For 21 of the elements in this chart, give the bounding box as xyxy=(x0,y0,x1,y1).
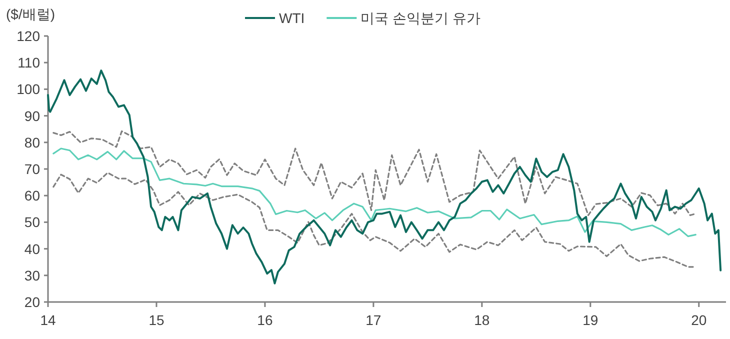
y-tick-label: 120 xyxy=(16,28,40,44)
y-tick-label: 110 xyxy=(18,54,40,71)
x-tick-label: 18 xyxy=(474,312,490,328)
y-tick-label: 20 xyxy=(24,294,40,310)
x-tick-label: 19 xyxy=(582,312,598,328)
legend-label: 미국 손익분기 유가 xyxy=(360,10,480,26)
legend-label: WTI xyxy=(279,10,305,26)
x-tick-label: 15 xyxy=(148,312,164,328)
y-tick-label: 50 xyxy=(24,214,40,230)
y-tick-label: 60 xyxy=(24,188,40,204)
y-tick-label: 30 xyxy=(24,267,40,284)
y-tick-label: 100 xyxy=(16,81,40,98)
x-tick-label: 16 xyxy=(257,312,273,328)
x-tick-label: 20 xyxy=(691,312,707,328)
x-tick-label: 14 xyxy=(40,312,56,328)
y-tick-label: 90 xyxy=(24,108,40,124)
y-axis-title: ($/배럴) xyxy=(6,6,55,22)
y-tick-label: 80 xyxy=(24,134,40,150)
y-tick-label: 70 xyxy=(24,161,40,177)
x-tick-label: 17 xyxy=(366,312,382,328)
y-tick-label: 40 xyxy=(24,240,40,257)
